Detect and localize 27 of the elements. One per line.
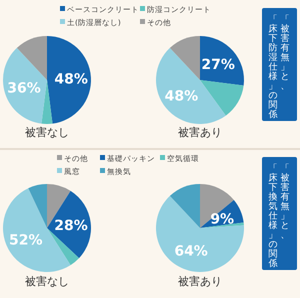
pie-slice	[16, 36, 47, 80]
pie-slice	[3, 48, 47, 124]
pie-slice	[170, 184, 200, 228]
text: 被害なし	[25, 126, 69, 139]
pie-slice	[28, 184, 47, 228]
pie-slice	[47, 36, 91, 124]
text: 「被害有無」と、	[280, 14, 290, 92]
pie-slice	[200, 222, 244, 228]
pie-slice	[41, 80, 53, 124]
data-label: 48%	[54, 71, 88, 88]
text: 「床下防湿仕様」の関係	[268, 15, 278, 120]
data-label: 9%	[210, 211, 234, 228]
data-label: 48%	[164, 88, 198, 104]
pie-slice	[156, 196, 244, 272]
text: 「被害有無」と、	[280, 163, 290, 240]
pie-slice	[200, 80, 244, 116]
text: 被害なし	[25, 275, 69, 288]
pie-slice	[200, 184, 234, 228]
data-label: 36%	[7, 80, 41, 96]
data-label: 64%	[174, 244, 208, 260]
data-label: 27%	[201, 56, 235, 73]
text: 被害あり	[178, 275, 222, 288]
text: 「床下換気仕様」の関係	[268, 164, 278, 269]
data-label: 28%	[54, 218, 88, 234]
pie-slice	[170, 36, 200, 80]
text: 被害あり	[178, 126, 222, 139]
data-label: 52%	[9, 232, 43, 249]
